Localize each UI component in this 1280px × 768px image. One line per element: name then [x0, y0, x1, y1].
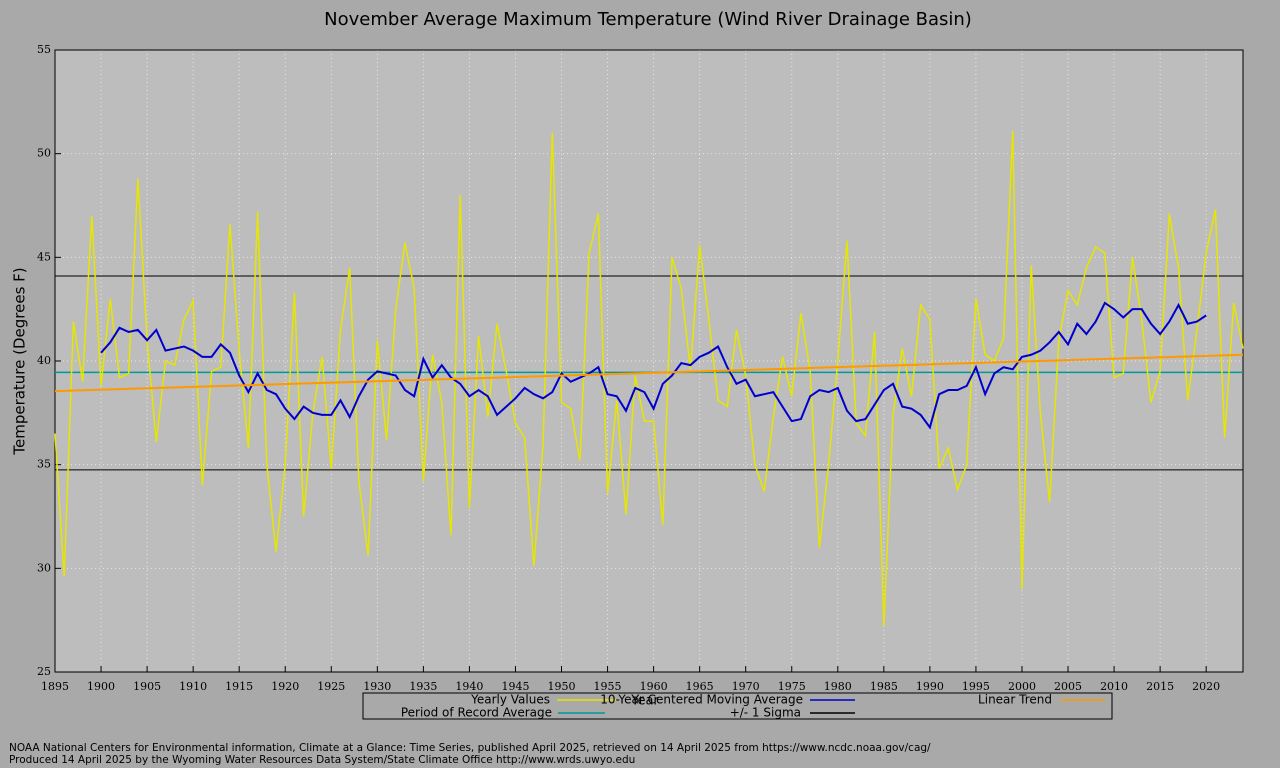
legend-label: Yearly Values [470, 693, 550, 707]
y-tick-label: 25 [37, 665, 51, 678]
x-tick-label: 1980 [824, 680, 852, 693]
y-tick-label: 55 [37, 43, 51, 56]
x-tick-label: 1930 [363, 680, 391, 693]
legend-label: 10-Year Centered Moving Average [600, 693, 803, 707]
x-tick-label: 1965 [686, 680, 714, 693]
legend-box [362, 692, 1113, 720]
x-tick-label: 1970 [732, 680, 760, 693]
x-tick-label: 1955 [594, 680, 622, 693]
x-tick-label: 1915 [225, 680, 253, 693]
legend-label: +/- 1 Sigma [730, 706, 801, 720]
y-tick-label: 30 [37, 561, 51, 574]
x-axis-label: Year [630, 694, 659, 709]
x-tick-label: 1940 [455, 680, 483, 693]
series-line [54, 353, 1244, 393]
x-tick-label: 1960 [640, 680, 668, 693]
x-tick-label: 1905 [133, 680, 161, 693]
y-axis-label: Temperature (Degrees F) [11, 267, 29, 455]
x-tick-label: 2005 [1054, 680, 1082, 693]
x-tick-label: 1950 [548, 680, 576, 693]
x-tick-label: 1990 [916, 680, 944, 693]
y-tick-label: 50 [37, 147, 51, 160]
x-tick-label: 2010 [1100, 680, 1128, 693]
x-tick-label: 2015 [1146, 680, 1174, 693]
x-tick-label: 1995 [962, 680, 990, 693]
chart-title: November Average Maximum Temperature (Wi… [324, 9, 972, 30]
y-tick-label: 40 [37, 354, 51, 367]
x-tick-label: 1985 [870, 680, 898, 693]
series-line [100, 301, 1207, 430]
x-tick-label: 2000 [1008, 680, 1036, 693]
x-tick-label: 1935 [409, 680, 437, 693]
x-tick-label: 1900 [87, 680, 115, 693]
x-tick-label: 1920 [271, 680, 299, 693]
footer-line: NOAA National Centers for Environmental … [9, 742, 931, 754]
y-tick-label: 35 [37, 458, 51, 471]
x-tick-label: 2020 [1192, 680, 1220, 693]
legend-label: Linear Trend [978, 693, 1052, 707]
x-tick-label: 1945 [501, 680, 529, 693]
footer-line: Produced 14 April 2025 by the Wyoming Wa… [9, 754, 635, 766]
x-tick-label: 1925 [317, 680, 345, 693]
series-line [54, 130, 1244, 627]
y-tick-label: 45 [37, 250, 51, 263]
x-tick-label: 1975 [778, 680, 806, 693]
x-tick-label: 1895 [41, 680, 69, 693]
x-tick-label: 1910 [179, 680, 207, 693]
plot-frame [54, 49, 1244, 673]
legend-label: Period of Record Average [401, 706, 552, 720]
